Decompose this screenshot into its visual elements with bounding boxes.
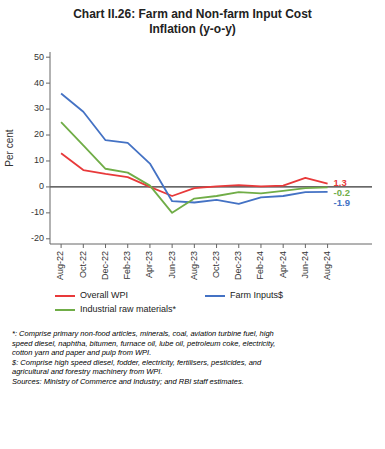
footnote: Sources: Ministry of Commerce and Indust… (12, 377, 244, 386)
series-line (61, 122, 327, 213)
x-tick (305, 244, 306, 248)
title: Chart II.26: Farm and Non-farm Input Cos… (73, 7, 312, 36)
y-axis-label: Per cent (4, 129, 15, 166)
x-tick-label: Oct-23 (211, 251, 221, 278)
background (0, 0, 385, 449)
x-tick-label: Jun-23 (167, 251, 177, 279)
x-tick (172, 244, 173, 248)
x-tick-label: Feb-24 (255, 251, 265, 280)
x-tick-label: Jun-24 (300, 251, 310, 279)
x-tick (149, 244, 150, 248)
x-tick (216, 244, 217, 248)
x-tick (260, 244, 261, 248)
x-tick (327, 244, 328, 248)
y-tick-label: -20 (31, 233, 44, 243)
legend-swatch (55, 295, 75, 297)
text-line: Chart II.26: Farm and Non-farm Input Cos… (73, 7, 312, 21)
x-tick-label: Oct-22 (78, 251, 88, 278)
legend-label: Overall WPI (80, 290, 128, 300)
footnote: $: Comprise high speed diesel, fodder, e… (11, 358, 262, 377)
text-line: *: Comprise primary non-food articles, m… (12, 329, 274, 338)
text-line: speed diesel, naphtha, bitumen, furnace … (12, 339, 275, 348)
y-tick-label: 30 (34, 103, 44, 113)
y-tick (46, 135, 50, 136)
text-line: Inflation (y-o-y) (149, 22, 236, 36)
footnote: *: Comprise primary non-food articles, m… (12, 329, 275, 357)
chart: Chart II.26: Farm and Non-farm Input Cos… (0, 0, 385, 449)
y-tick-label: 20 (34, 129, 44, 139)
x-tick (238, 244, 239, 248)
y-tick-label: 0 (39, 181, 44, 191)
y-tick (46, 109, 50, 110)
end-label: -1.9 (334, 197, 350, 208)
legend-label: Farm Inputs$ (230, 290, 283, 300)
y-tick (46, 83, 50, 84)
y-tick (46, 238, 50, 239)
legend-label: Industrial raw materials* (80, 304, 177, 314)
x-tick-label: Aug-24 (322, 251, 332, 280)
y-tick-label: 50 (34, 52, 44, 62)
y-tick-label: -10 (31, 207, 44, 217)
y-axis-line (50, 52, 51, 244)
x-tick-label: Feb-23 (122, 251, 132, 280)
y-tick (46, 186, 50, 187)
x-axis-line (50, 244, 372, 245)
text-line: $: Comprise high speed diesel, fodder, e… (11, 358, 262, 367)
x-tick (61, 244, 62, 248)
text-line: Sources: Ministry of Commerce and Indust… (12, 377, 244, 386)
x-tick (105, 244, 106, 248)
x-tick-label: Apr-23 (144, 251, 154, 278)
x-tick-label: Aug-22 (55, 251, 65, 280)
legend-swatch (55, 309, 75, 311)
y-tick (46, 160, 50, 161)
x-tick (283, 244, 284, 248)
legend-swatch (205, 295, 225, 297)
text-line: agricultural and forestry machinery from… (12, 367, 162, 376)
y-tick (46, 57, 50, 58)
x-tick (194, 244, 195, 248)
x-tick-label: Dec-23 (233, 251, 243, 280)
x-tick-label: Dec-22 (100, 251, 110, 280)
y-tick-label: 10 (34, 155, 44, 165)
y-tick-label: 40 (34, 78, 44, 88)
x-tick-label: Apr-24 (278, 251, 288, 278)
plot-area (61, 94, 327, 213)
y-tick (46, 212, 50, 213)
x-tick (83, 244, 84, 248)
text-line: cotton yarn and paper and pulp from WPI. (12, 348, 151, 357)
series-line (61, 94, 327, 204)
x-tick (127, 244, 128, 248)
x-tick-label: Aug-23 (189, 251, 199, 280)
